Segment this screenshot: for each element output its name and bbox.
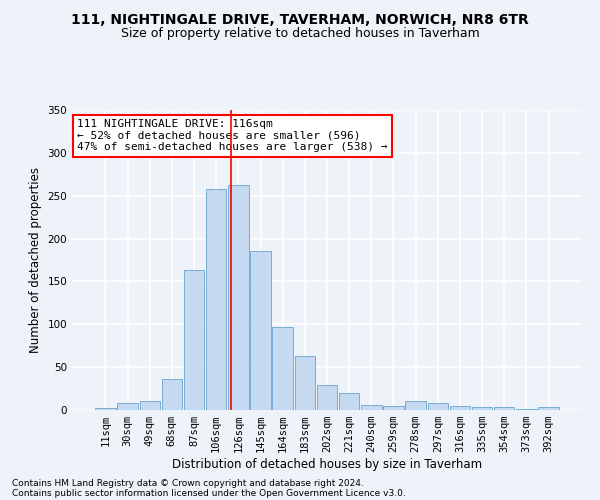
Bar [472,406,493,410]
Text: Size of property relative to detached houses in Taverham: Size of property relative to detached ho… [121,28,479,40]
Bar [450,406,470,410]
Bar [228,184,248,410]
Bar [161,379,182,410]
Bar [361,405,382,410]
Text: Contains HM Land Registry data © Crown copyright and database right 2024.: Contains HM Land Registry data © Crown c… [12,478,364,488]
Bar [250,252,271,410]
Bar [428,403,448,410]
Bar [516,409,536,410]
Bar [406,402,426,410]
Y-axis label: Number of detached properties: Number of detached properties [29,167,42,353]
Bar [494,408,514,410]
Bar [95,408,116,410]
Text: Contains public sector information licensed under the Open Government Licence v3: Contains public sector information licen… [12,488,406,498]
Bar [383,406,404,410]
Bar [184,270,204,410]
Bar [206,189,226,410]
Bar [339,393,359,410]
Bar [118,403,138,410]
Text: 111, NIGHTINGALE DRIVE, TAVERHAM, NORWICH, NR8 6TR: 111, NIGHTINGALE DRIVE, TAVERHAM, NORWIC… [71,12,529,26]
Bar [317,385,337,410]
Bar [140,400,160,410]
Text: 111 NIGHTINGALE DRIVE: 116sqm
← 52% of detached houses are smaller (596)
47% of : 111 NIGHTINGALE DRIVE: 116sqm ← 52% of d… [77,119,388,152]
Bar [272,327,293,410]
X-axis label: Distribution of detached houses by size in Taverham: Distribution of detached houses by size … [172,458,482,471]
Bar [538,406,559,410]
Bar [295,356,315,410]
